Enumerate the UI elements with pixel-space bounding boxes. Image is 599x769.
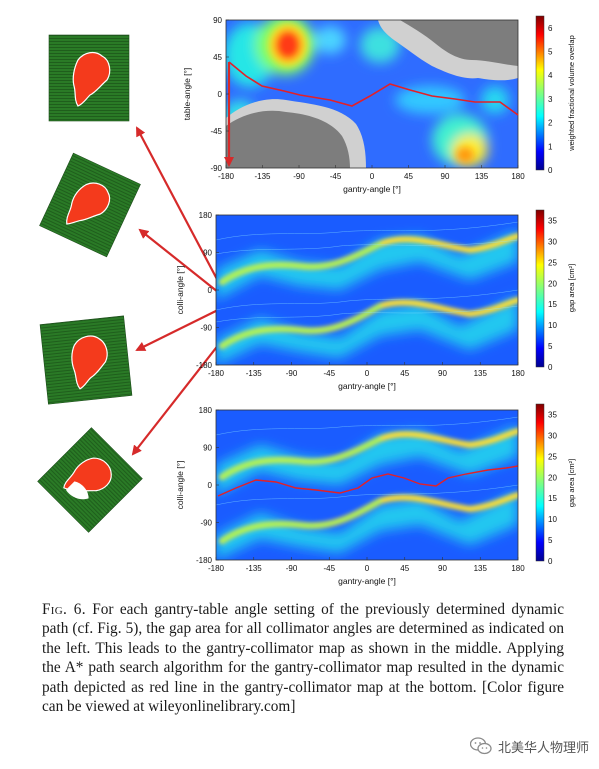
colorbar-tick-label: 35 (548, 216, 557, 225)
arrows (131, 126, 231, 456)
x-tick-label: -135 (246, 369, 263, 378)
x-tick-label: -180 (218, 172, 235, 181)
colorbar-tick-label: 6 (548, 24, 553, 33)
x-tick-label: 0 (370, 172, 375, 181)
x-tick-label: 45 (400, 564, 409, 573)
y-tick-label: -45 (210, 127, 222, 136)
colorbar-tick-label: 5 (548, 48, 553, 57)
y-tick-label: 45 (213, 53, 222, 62)
watermark: 北美华人物理师 (469, 734, 589, 758)
y-tick-label: -90 (200, 324, 212, 333)
x-tick-label: 135 (474, 564, 488, 573)
colorbar-tick-label: 0 (548, 557, 553, 566)
x-tick-label: -45 (330, 172, 342, 181)
colorbar-tick-label: 10 (548, 515, 557, 524)
colorbar-tick-label: 20 (548, 473, 557, 482)
y-tick-label: -90 (210, 164, 222, 173)
y-tick-label: -180 (196, 361, 213, 370)
y-tick-label: 90 (203, 444, 212, 453)
colorbar-tick-label: 3 (548, 95, 553, 104)
collimator-view-3 (39, 315, 133, 405)
collimator-view-4 (37, 427, 143, 533)
y-tick-label: 180 (199, 406, 213, 415)
collimator-view-1 (48, 34, 130, 122)
colorbar-tick-label: 2 (548, 119, 553, 128)
x-tick-label: 135 (474, 369, 488, 378)
x-tick-label: -180 (208, 369, 225, 378)
x-tick-label: 0 (365, 564, 370, 573)
x-tick-label: -135 (246, 564, 263, 573)
y-tick-label: 0 (218, 90, 223, 99)
arrow-to-view-3 (135, 304, 229, 351)
colorbar-tick-label: 20 (548, 279, 557, 288)
x-tick-label: -180 (208, 564, 225, 573)
caption-text: For each gantry-table angle setting of t… (42, 601, 564, 716)
x-tick-label: -90 (286, 564, 298, 573)
colorbar-tick-label: 10 (548, 321, 557, 330)
x-tick-label: 180 (511, 172, 525, 181)
caption-label: Fig. 6. (42, 601, 86, 618)
colorbar-tick-label: 5 (548, 342, 553, 351)
y-tick-label: 90 (203, 249, 212, 258)
colorbar-tick-label: 15 (548, 300, 557, 309)
panel-gantry-collimator: -180 -135 -90 -45 0 45 90 135 180 180900-90-180 … (175, 209, 576, 391)
wechat-icon (469, 737, 492, 755)
x-tick-label: 180 (511, 564, 525, 573)
dynamic-path-table (228, 61, 519, 116)
colorbar-tick-label: 35 (548, 410, 557, 419)
colorbar-tick-label: 25 (548, 452, 557, 461)
y-tick-label: 180 (199, 211, 213, 220)
x-tick-label: 0 (365, 369, 370, 378)
collimator-view-2 (39, 152, 141, 258)
arrow-to-view-2 (138, 228, 229, 301)
panel1-cbar-label: weighted fractional volume overlap (567, 35, 576, 151)
panel3-ylabel: colli-angle [°] (175, 461, 185, 510)
arrow-to-view-4 (131, 329, 231, 456)
panel1-ylabel: table-angle [°] (182, 68, 192, 121)
x-tick-label: 90 (438, 369, 447, 378)
x-tick-label: -90 (293, 172, 305, 181)
panel2-colorbar (535, 209, 545, 368)
panel2-xlabel: gantry-angle [°] (338, 381, 396, 391)
x-tick-label: 180 (511, 369, 525, 378)
colorbar-tick-label: 0 (548, 363, 553, 372)
dynamic-path-collimator (217, 465, 518, 497)
x-tick-label: -90 (286, 369, 298, 378)
panel2-cbar-label: gap area [cm²] (567, 264, 576, 312)
x-tick-label: -45 (323, 564, 335, 573)
colorbar-tick-label: 4 (548, 71, 553, 80)
arrow-to-view-1 (136, 126, 229, 301)
y-tick-label: 90 (213, 16, 222, 25)
watermark-text: 北美华人物理师 (497, 740, 589, 756)
colorbar-tick-label: 15 (548, 494, 557, 503)
y-tick-label: -180 (196, 556, 213, 565)
panel-gantry-collimator-path: -180 -135 -90 -45 0 45 90 135 180 180900-90-180 … (175, 403, 576, 586)
colorbar-tick-label: 1 (548, 142, 553, 151)
x-tick-label: 45 (400, 369, 409, 378)
panel3-xlabel: gantry-angle [°] (338, 576, 396, 586)
colorbar-tick-label: 25 (548, 258, 557, 267)
panel1-xlabel: gantry-angle [°] (343, 184, 401, 194)
figure-caption: Fig. 6. For each gantry-table angle sett… (42, 600, 564, 716)
x-tick-label: 135 (475, 172, 489, 181)
y-tick-label: 0 (208, 481, 213, 490)
panel3-cbar-label: gap area [cm²] (567, 459, 576, 507)
colorbar-tick-label: 0 (548, 166, 553, 175)
collimator-field-icon (72, 51, 111, 107)
panel3-colorbar (535, 403, 545, 562)
colorbar-tick-label: 30 (548, 237, 557, 246)
panel2-ylabel: colli-angle [°] (175, 266, 185, 315)
y-tick-label: -90 (200, 519, 212, 528)
x-tick-label: 90 (438, 564, 447, 573)
y-tick-label: 0 (208, 286, 213, 295)
x-tick-label: 90 (441, 172, 450, 181)
colorbar-tick-label: 30 (548, 431, 557, 440)
x-tick-label: -45 (323, 369, 335, 378)
panel1-colorbar (535, 15, 545, 171)
x-tick-label: -135 (254, 172, 271, 181)
x-tick-label: 45 (404, 172, 413, 181)
colorbar-tick-label: 5 (548, 536, 553, 545)
